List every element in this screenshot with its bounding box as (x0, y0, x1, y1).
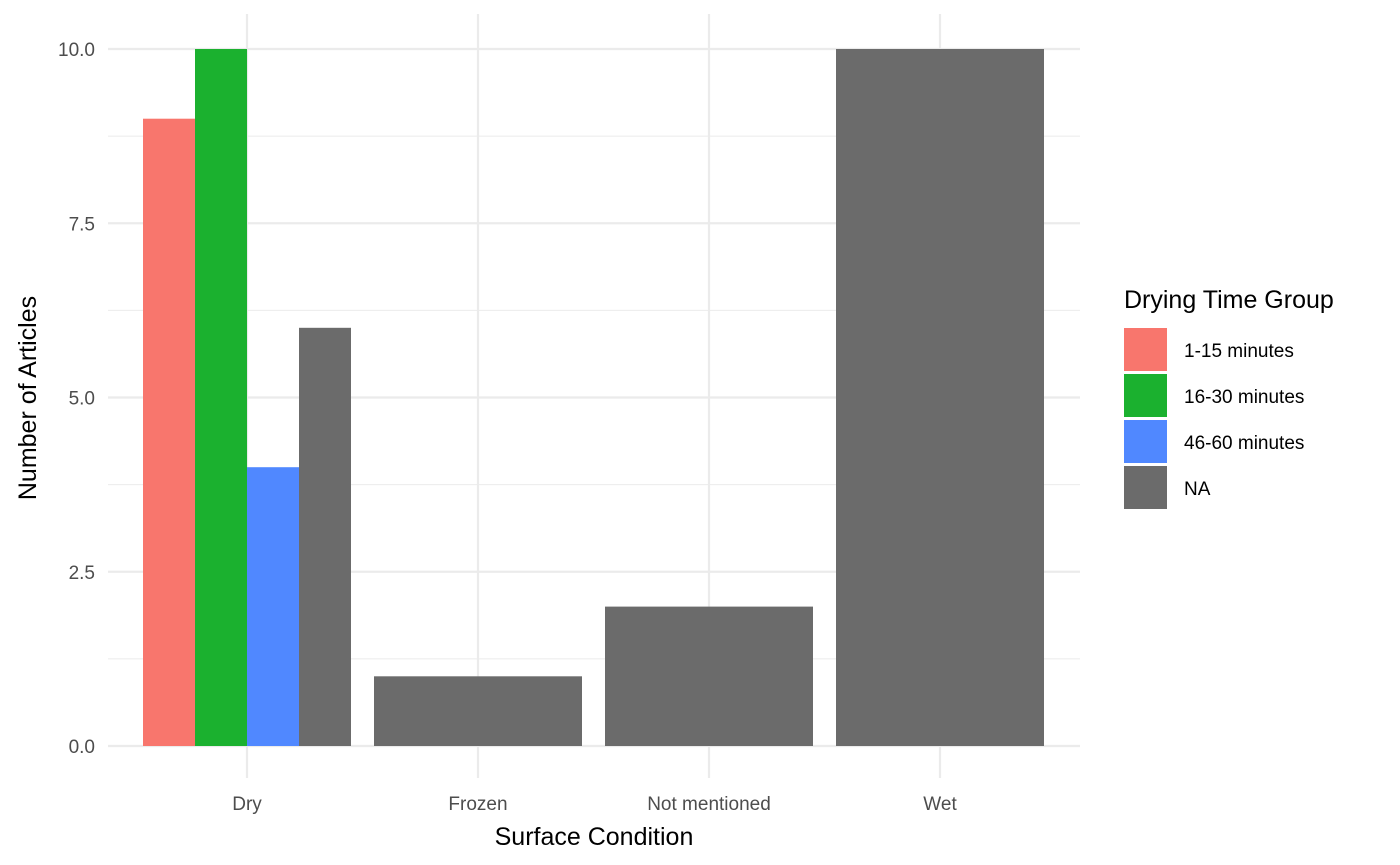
bar-wet-na (836, 49, 1044, 746)
legend-key-46-60-minutes (1124, 420, 1167, 463)
x-tick-label: Dry (232, 794, 262, 815)
legend-label-46-60-minutes: 46-60 minutes (1184, 433, 1304, 454)
y-axis-ticks: 0.0 2.5 5.0 7.5 10.0 (58, 40, 95, 758)
x-axis-ticks: Dry Frozen Not mentioned Wet (232, 794, 957, 815)
bar-dry-1-15-minutes (143, 118, 195, 746)
x-tick-label: Not mentioned (647, 794, 771, 815)
bars (143, 49, 1044, 746)
legend-key-na (1124, 466, 1167, 509)
y-axis-title: Number of Articles (14, 296, 42, 500)
y-tick-label: 7.5 (69, 214, 95, 235)
bar-not-mentioned-na (605, 606, 813, 746)
legend-label-na: NA (1184, 479, 1211, 500)
legend-label-16-30-minutes: 16-30 minutes (1184, 387, 1304, 408)
y-tick-label: 2.5 (69, 563, 95, 584)
bar-frozen-na (374, 676, 582, 746)
y-tick-label: 5.0 (69, 389, 95, 410)
y-tick-label: 0.0 (69, 737, 95, 758)
bar-dry-16-30-minutes (195, 49, 247, 746)
legend-key-1-15-minutes (1124, 328, 1167, 371)
x-axis-title: Surface Condition (495, 823, 694, 851)
legend: Drying Time Group 1-15 minutes 16-30 minu… (1124, 286, 1334, 509)
bar-dry-46-60-minutes (247, 467, 299, 746)
bar-dry-na (299, 327, 351, 746)
x-tick-label: Frozen (448, 794, 507, 815)
legend-key-16-30-minutes (1124, 374, 1167, 417)
legend-label-1-15-minutes: 1-15 minutes (1184, 341, 1294, 362)
legend-title: Drying Time Group (1124, 286, 1334, 314)
y-tick-label: 10.0 (58, 40, 95, 61)
x-tick-label: Wet (923, 794, 957, 815)
